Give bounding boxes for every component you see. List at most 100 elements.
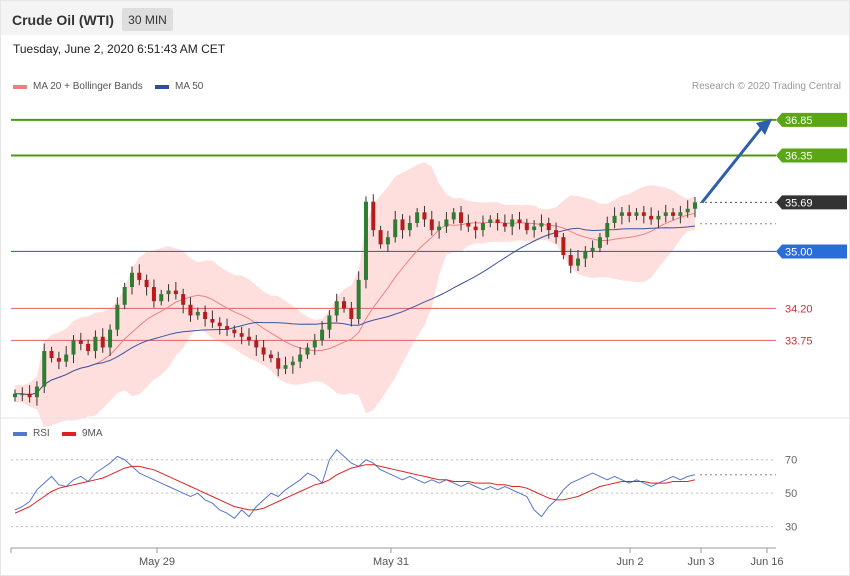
legend-ma20: MA 20 + Bollinger Bands (13, 81, 143, 92)
candle-body (12, 393, 18, 398)
candle-body (612, 215, 617, 223)
candle-body (641, 212, 646, 216)
candle-body (576, 258, 581, 266)
legend-rsi: RSI (13, 428, 50, 439)
candle-body (649, 215, 654, 220)
projection-arrow-head (756, 119, 772, 136)
candle-body (597, 237, 602, 248)
level-label-36.85: 36.85 (785, 115, 813, 127)
candle-body (532, 226, 537, 231)
candle-body (312, 340, 317, 348)
candle-body (122, 287, 127, 305)
candle-body (371, 201, 376, 231)
level-label-35.69: 35.69 (785, 197, 813, 209)
chart-header: Crude Oil (WTI) 30 MIN (1, 1, 849, 35)
legend-ma20-label: MA 20 + Bollinger Bands (33, 81, 143, 92)
candle-body (334, 301, 339, 316)
candle-body (144, 279, 149, 287)
candle-body (261, 347, 266, 355)
ma50-line (15, 225, 696, 396)
candle-body (100, 336, 105, 348)
instrument-title: Crude Oil (WTI) (12, 12, 114, 28)
candle-body (488, 219, 493, 223)
candle-body (305, 347, 310, 355)
candle-body (451, 212, 456, 220)
candle-body (495, 219, 500, 223)
candle-body (510, 219, 515, 227)
candle-body (217, 322, 222, 327)
candle-body (181, 294, 186, 305)
candle-body (173, 290, 178, 295)
candle-body (378, 230, 383, 245)
candle-body (276, 358, 281, 369)
candle-body (429, 219, 434, 231)
bollinger-band-area (15, 162, 695, 428)
level-label-34.20: 34.20 (785, 303, 813, 315)
candle-body (546, 223, 551, 231)
candle-body (502, 223, 507, 227)
candle-body (71, 340, 76, 355)
candle-body (203, 311, 208, 319)
candle-body (239, 333, 244, 337)
candle-body (349, 308, 354, 319)
candle-body (232, 329, 237, 334)
candle-body (78, 340, 83, 344)
candle-body (254, 340, 259, 348)
candle-body (290, 361, 295, 366)
rsi-tick-label: 70 (785, 455, 797, 467)
candle-body (363, 201, 368, 280)
legend-rsi-label: RSI (33, 428, 50, 439)
x-tick-label: May 31 (373, 556, 409, 568)
candle-body (422, 212, 427, 220)
level-tag-36.85 (776, 112, 847, 127)
x-tick-label: Jun 16 (750, 556, 783, 568)
candle-body (415, 212, 420, 223)
level-tag-35.00 (776, 244, 847, 259)
candle-body (108, 329, 113, 348)
candle-body (34, 386, 39, 398)
level-label-36.35: 36.35 (785, 150, 813, 162)
candle-body (356, 279, 361, 319)
timestamp: Tuesday, June 2, 2020 6:51:43 AM CET (13, 42, 226, 56)
candle-body (342, 301, 347, 309)
rsi-ma-swatch (62, 431, 76, 436)
rsi-tick-label: 30 (785, 522, 797, 534)
candle-body (437, 226, 442, 231)
candle-body (27, 393, 32, 398)
interval-selector[interactable]: 30 MIN (122, 8, 173, 31)
legend-rsi-ma-label: 9MA (82, 428, 103, 439)
candle-body (466, 223, 471, 227)
candle-body (188, 304, 193, 316)
candle-body (590, 247, 595, 252)
candle-body (137, 272, 142, 280)
level-label-35.00: 35.00 (785, 246, 813, 258)
candle-body (554, 230, 559, 238)
x-tick-label: Jun 3 (688, 556, 715, 568)
candle-body (93, 336, 98, 351)
candle-body (480, 223, 485, 231)
candle-body (605, 223, 610, 238)
candle-body (407, 223, 412, 231)
legend-ma50: MA 50 (155, 81, 203, 92)
candle-body (246, 336, 251, 341)
candle-body (400, 219, 405, 231)
rsi-ma-line (14, 464, 696, 514)
candle-body (634, 212, 639, 216)
candle-body (129, 272, 134, 287)
level-tag-35.69 (776, 195, 847, 210)
candle-body (671, 212, 676, 216)
candle-body (268, 354, 273, 359)
candle-body (656, 215, 661, 220)
candle-body (385, 237, 390, 245)
candle-body (225, 326, 230, 330)
candle-body (459, 212, 464, 223)
research-credit: Research © 2020 Trading Central (691, 81, 841, 92)
x-tick-label: Jun 2 (617, 556, 644, 568)
rsi-tick-label: 50 (785, 488, 797, 500)
candle-body (298, 354, 303, 362)
candle-body (473, 226, 478, 231)
ma50-swatch (155, 84, 169, 89)
candle-body (627, 212, 632, 216)
candle-body (159, 294, 164, 302)
